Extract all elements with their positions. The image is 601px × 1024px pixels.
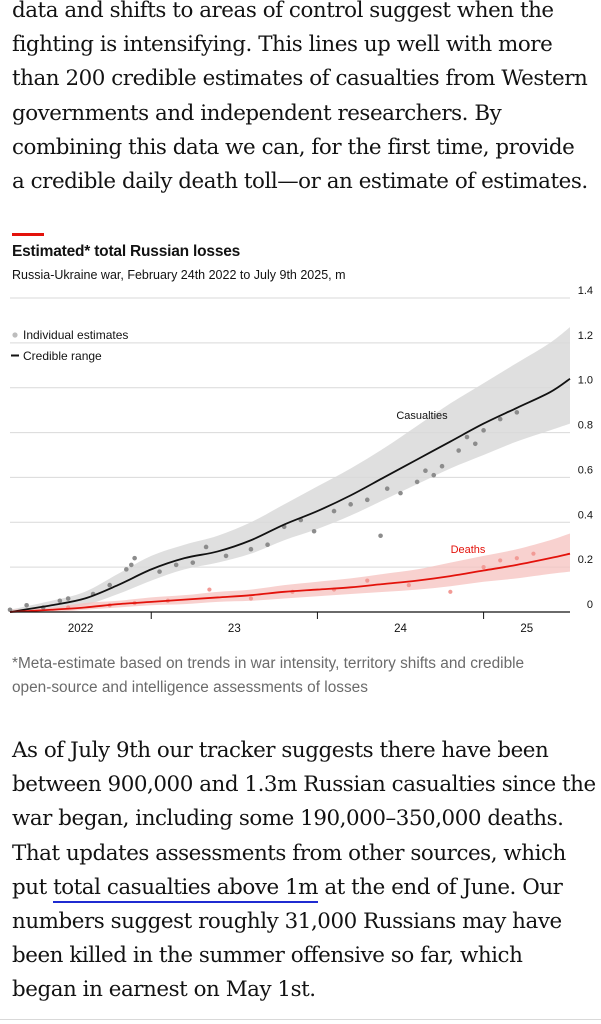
estimate-point xyxy=(173,562,179,568)
estimate-point xyxy=(472,441,478,447)
link-prefix: put xyxy=(12,874,54,900)
link-suffix: at the end of June. Our xyxy=(318,874,563,900)
legend-estimate-dot xyxy=(12,332,18,338)
y-tick-label: 1.0 xyxy=(578,375,593,387)
death-estimate-point xyxy=(514,556,519,561)
paragraph-line: data and shifts to areas of control sugg… xyxy=(12,0,554,23)
deaths-credible-band xyxy=(10,533,570,613)
estimate-point xyxy=(223,553,229,559)
y-tick-label: 0.6 xyxy=(578,464,593,476)
y-tick-label: 0 xyxy=(587,599,593,611)
paragraph-line: combining this data we can, for the firs… xyxy=(12,134,575,160)
chart-legend: Individual estimates Credible range xyxy=(11,328,128,363)
estimate-point xyxy=(190,560,196,565)
estimate-point xyxy=(348,502,353,507)
estimate-point xyxy=(65,596,71,601)
estimate-point xyxy=(203,544,209,550)
article-paragraph-top: data and shifts to areas of control sugg… xyxy=(12,0,597,199)
paragraph-line: numbers suggest roughly 31,000 Russians … xyxy=(12,909,562,935)
paragraph-line: a credible daily death toll—or an estima… xyxy=(12,169,588,195)
estimate-point xyxy=(364,497,370,503)
paragraph-line: been killed in the summer offensive so f… xyxy=(12,943,523,969)
chart: 0 0.2 0.4 0.6 0.8 1.0 1.2 1.4 2022 23 24 25 Casualt… xyxy=(7,286,593,635)
paragraph-line: governments and independent researchers.… xyxy=(12,100,502,126)
estimate-point xyxy=(456,448,461,453)
deaths-annotation: Deaths xyxy=(451,544,486,556)
x-tick-label: 2022 xyxy=(68,623,94,635)
paragraph-line: As of July 9th our tracker suggests ther… xyxy=(12,738,549,763)
estimate-point xyxy=(497,416,503,422)
paragraph-line: than 200 credible estimates of casualtie… xyxy=(12,66,588,92)
chart-footnote: *Meta-estimate based on trends in war in… xyxy=(12,652,592,700)
casualties-line xyxy=(9,377,571,613)
legend-estimates-label: Individual estimates xyxy=(23,328,128,342)
death-estimate-point xyxy=(531,551,536,556)
paragraph-line: began in earnest on May 1st. xyxy=(12,977,316,1003)
paragraph-line: between 900,000 and 1.3m Russian casualt… xyxy=(12,772,596,798)
paragraph-line: put total casualties above 1m at the end… xyxy=(12,871,597,905)
y-tick-label: 0.4 xyxy=(578,509,593,521)
estimate-point xyxy=(398,490,403,496)
estimate-point xyxy=(311,528,317,534)
chart-axes: 0 0.2 0.4 0.6 0.8 1.0 1.2 1.4 2022 23 24 25 xyxy=(10,286,593,635)
y-tick-label: 0.2 xyxy=(578,554,593,566)
estimate-point xyxy=(414,479,420,485)
article-paragraph-bottom: As of July 9th our tracker suggests ther… xyxy=(12,734,597,1008)
y-tick-label: 0.8 xyxy=(578,420,593,432)
estimate-point xyxy=(248,546,254,552)
death-estimate-point xyxy=(481,565,486,570)
death-estimate-point xyxy=(406,582,411,588)
estimate-point xyxy=(378,533,383,539)
x-tick-label: 24 xyxy=(394,623,407,635)
estimate-point xyxy=(431,472,437,478)
estimate-point xyxy=(423,468,428,473)
y-tick-label: 1.4 xyxy=(578,286,593,297)
estimate-point xyxy=(265,542,270,548)
estimate-point xyxy=(157,569,162,574)
death-estimate-point xyxy=(207,587,212,592)
legend-range-label: Credible range xyxy=(23,349,102,363)
chart-series-lines xyxy=(9,377,571,613)
death-estimate-point xyxy=(498,558,503,563)
estimate-point xyxy=(439,463,445,469)
bottom-divider xyxy=(0,1019,601,1020)
estimate-point xyxy=(57,598,63,604)
death-estimate-point xyxy=(448,589,453,594)
estimate-point xyxy=(107,582,113,588)
estimate-point xyxy=(331,508,337,514)
casualties-annotation: Casualties xyxy=(396,410,448,422)
estimate-point xyxy=(464,434,470,440)
chart-subtitle: Russia-Ukraine war, February 24th 2022 t… xyxy=(12,268,346,282)
estimate-point xyxy=(481,428,486,433)
paragraph-line: fighting is intensifying. This lines up … xyxy=(12,32,553,58)
footnote-line: open-source and intelligence assessments… xyxy=(12,679,368,696)
estimate-point xyxy=(124,567,129,572)
death-estimate-point xyxy=(365,578,370,583)
chart-bands xyxy=(10,327,570,613)
x-tick-label: 25 xyxy=(520,623,533,635)
estimate-point xyxy=(24,602,29,608)
estimate-point xyxy=(384,486,390,491)
chart-title: Estimated* total Russian losses xyxy=(12,243,241,260)
x-tick-label: 23 xyxy=(228,623,241,635)
estimate-point xyxy=(129,562,134,568)
footnote-line: *Meta-estimate based on trends in war in… xyxy=(12,655,525,672)
y-tick-label: 1.2 xyxy=(578,330,593,342)
estimate-point xyxy=(514,410,520,415)
death-estimate-point xyxy=(248,596,254,601)
chart-labels: Casualties Deaths xyxy=(396,410,486,556)
estimate-point xyxy=(132,555,137,561)
paragraph-line: That updates assessments from other sour… xyxy=(12,840,566,866)
chart-grid xyxy=(10,297,570,568)
deaths-line xyxy=(9,552,571,613)
total-casualties-link[interactable]: total casualties above 1m xyxy=(53,874,318,903)
paragraph-line: war began, including some 190,000–350,00… xyxy=(12,806,564,832)
chart-red-rule xyxy=(12,233,44,236)
